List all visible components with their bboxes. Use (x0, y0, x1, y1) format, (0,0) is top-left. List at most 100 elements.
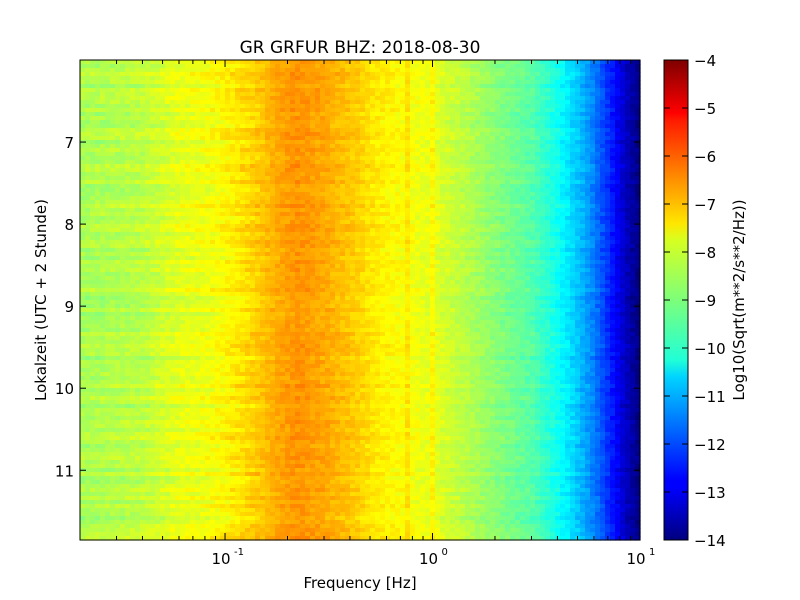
heatmap-cell (205, 192, 211, 197)
heatmap-cell (210, 128, 216, 133)
heatmap-cell (335, 152, 341, 157)
heatmap-cell (365, 184, 371, 189)
heatmap-cell (85, 120, 91, 125)
heatmap-cell (280, 224, 286, 229)
heatmap-cell (490, 196, 496, 201)
heatmap-cell (265, 120, 271, 125)
heatmap-cell (585, 152, 591, 157)
heatmap-cell (495, 180, 501, 185)
heatmap-cell (180, 68, 186, 73)
heatmap-cell (305, 192, 311, 197)
heatmap-cell (335, 176, 341, 181)
heatmap-cell (435, 120, 441, 125)
heatmap-cell (180, 148, 186, 153)
heatmap-cell (430, 156, 436, 161)
heatmap-cell (340, 104, 346, 109)
heatmap-cell (595, 196, 601, 201)
heatmap-cell (315, 100, 321, 105)
heatmap-cell (580, 76, 586, 81)
heatmap-cell (320, 124, 326, 129)
heatmap-cell (405, 124, 411, 129)
heatmap-cell (420, 176, 426, 181)
heatmap-cell (440, 100, 446, 105)
heatmap-cell (545, 140, 551, 145)
heatmap-cell (430, 196, 436, 201)
heatmap-cell (470, 200, 476, 205)
heatmap-cell (110, 80, 116, 85)
heatmap-cell (320, 92, 326, 97)
heatmap-cell (610, 68, 616, 73)
heatmap-cell (195, 164, 201, 169)
heatmap-cell (350, 188, 356, 193)
heatmap-cell (535, 88, 541, 93)
heatmap-cell (380, 172, 386, 177)
heatmap-cell (170, 60, 176, 65)
heatmap-cell (320, 176, 326, 181)
heatmap-cell (345, 160, 351, 165)
heatmap-cell (570, 232, 576, 237)
heatmap-cell (450, 160, 456, 165)
heatmap-cell (555, 84, 561, 89)
heatmap-cell (515, 168, 521, 173)
heatmap-cell (120, 236, 126, 241)
heatmap-cell (140, 124, 146, 129)
heatmap-cell (500, 188, 506, 193)
heatmap-cell (210, 232, 216, 237)
heatmap-cell (325, 208, 331, 213)
heatmap-cell (210, 160, 216, 165)
heatmap-cell (370, 76, 376, 81)
heatmap-cell (400, 188, 406, 193)
heatmap-cell (390, 212, 396, 217)
heatmap-cell (115, 208, 121, 213)
heatmap-cell (375, 88, 381, 93)
heatmap-cell (120, 180, 126, 185)
heatmap-cell (230, 220, 236, 225)
heatmap-cell (435, 216, 441, 221)
heatmap-cell (215, 116, 221, 121)
heatmap-cell (465, 84, 471, 89)
heatmap-cell (80, 188, 86, 193)
heatmap-cell (590, 80, 596, 85)
heatmap-cell (260, 144, 266, 149)
heatmap-cell (235, 220, 241, 225)
heatmap-cell (320, 164, 326, 169)
heatmap-cell (535, 156, 541, 161)
heatmap-cell (350, 124, 356, 129)
heatmap-cell (425, 92, 431, 97)
heatmap-cell (110, 148, 116, 153)
heatmap-cell (490, 128, 496, 133)
heatmap-cell (370, 220, 376, 225)
heatmap-cell (345, 120, 351, 125)
heatmap-cell (215, 100, 221, 105)
heatmap-cell (415, 156, 421, 161)
heatmap-cell (100, 148, 106, 153)
heatmap-cell (455, 88, 461, 93)
heatmap-cell (415, 116, 421, 121)
heatmap-cell (90, 124, 96, 129)
heatmap-cell (535, 196, 541, 201)
heatmap-cell (565, 148, 571, 153)
heatmap-cell (145, 120, 151, 125)
heatmap-cell (360, 68, 366, 73)
heatmap-cell (580, 116, 586, 121)
heatmap-cell (120, 68, 126, 73)
heatmap-cell (625, 80, 631, 85)
heatmap-cell (120, 160, 126, 165)
heatmap-cell (515, 192, 521, 197)
heatmap-cell (105, 84, 111, 89)
heatmap-cell (395, 236, 401, 241)
heatmap-cell (545, 184, 551, 189)
heatmap-cell (225, 172, 231, 177)
heatmap-cell (155, 224, 161, 229)
heatmap-cell (580, 180, 586, 185)
heatmap-cell (120, 128, 126, 133)
heatmap-cell (470, 100, 476, 105)
heatmap-cell (505, 228, 511, 233)
heatmap-cell (460, 212, 466, 217)
heatmap-cell (285, 108, 291, 113)
heatmap-cell (80, 80, 86, 85)
heatmap-cell (365, 160, 371, 165)
heatmap-cell (340, 108, 346, 113)
heatmap-cell (365, 116, 371, 121)
heatmap-cell (405, 160, 411, 165)
